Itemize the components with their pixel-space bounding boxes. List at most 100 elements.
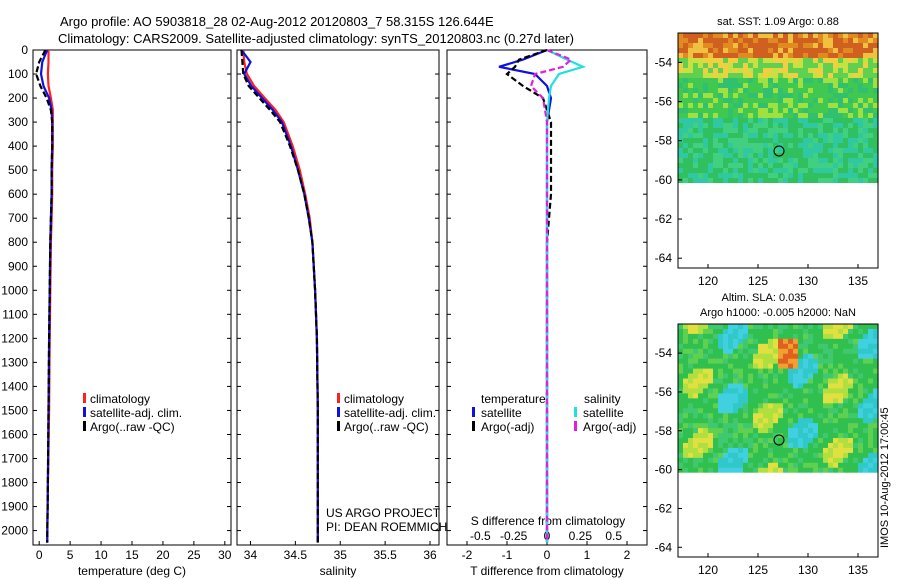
map-cell: [738, 98, 744, 104]
map-cell: [723, 333, 729, 340]
map-cell: [853, 208, 859, 214]
map-cell: [768, 218, 774, 224]
map-cell: [683, 552, 689, 558]
map-cell: [718, 517, 724, 523]
map-cell: [793, 133, 799, 139]
map-cell: [748, 507, 754, 513]
map-cell: [793, 198, 799, 204]
map-cell: [773, 63, 779, 69]
map-cell: [728, 358, 734, 365]
map-cell: [768, 328, 774, 335]
map-cell: [773, 93, 779, 99]
map-cell: [848, 158, 854, 164]
map-cell: [788, 158, 794, 164]
map-cell: [853, 118, 859, 124]
map-cell: [843, 512, 849, 518]
map-cell: [853, 168, 859, 174]
map-cell: [813, 218, 819, 224]
map-cell: [733, 398, 739, 404]
map-cell: [753, 328, 759, 335]
map-cell: [688, 398, 694, 404]
map-cell: [763, 482, 769, 489]
map-cell: [828, 148, 834, 154]
map-cell: [818, 383, 824, 390]
map-cell: [768, 38, 774, 44]
map-cell: [758, 507, 764, 513]
map-cell: [768, 223, 774, 229]
map-cell: [858, 83, 864, 89]
map-cell: [803, 393, 809, 399]
map-cell: [763, 68, 769, 74]
map-cell: [763, 198, 769, 204]
map-cell: [838, 413, 844, 419]
map-cell: [868, 338, 874, 345]
map-cell: [728, 542, 734, 548]
map-cell: [798, 413, 804, 419]
map-cell: [758, 63, 764, 69]
map-cell: [718, 447, 724, 454]
map-cell: [768, 462, 774, 469]
map-cell: [863, 83, 869, 89]
sal-xtick-label: 36: [423, 548, 437, 562]
map-cell: [798, 133, 804, 139]
map-cell: [738, 243, 744, 249]
map-cell: [853, 477, 859, 484]
map-cell: [788, 502, 794, 509]
map-cell: [778, 492, 784, 499]
map-cell: [708, 438, 714, 444]
map-cell: [713, 472, 719, 479]
map-cell: [778, 497, 784, 504]
map-cell: [858, 328, 864, 335]
map-cell: [738, 233, 744, 239]
map-cell: [803, 248, 809, 254]
map-cell: [738, 258, 744, 264]
map-cell: [728, 393, 734, 399]
map-cell: [818, 133, 824, 139]
map-cell: [858, 63, 864, 69]
map-cell: [788, 128, 794, 134]
map-cell: [738, 88, 744, 94]
map-cell: [843, 477, 849, 484]
map-cell: [748, 78, 754, 84]
map-cell: [843, 233, 849, 239]
map-cell: [803, 383, 809, 390]
map-cell: [713, 537, 719, 543]
map-cell: [823, 363, 829, 370]
map-cell: [813, 78, 819, 84]
map-cell: [873, 118, 879, 124]
map-cell: [833, 238, 839, 244]
map-cell: [773, 228, 779, 234]
map-cell: [813, 183, 819, 189]
map-cell: [773, 457, 779, 464]
map-cell: [848, 363, 854, 370]
map-cell: [863, 348, 869, 355]
map-cell: [833, 467, 839, 474]
map-cell: [693, 442, 699, 449]
map-cell: [683, 238, 689, 244]
map-cell: [723, 497, 729, 504]
map-cell: [773, 123, 779, 129]
map-cell: [788, 93, 794, 99]
map-cell: [683, 183, 689, 189]
map-cell: [758, 248, 764, 254]
map-cell: [833, 348, 839, 355]
map-cell: [798, 487, 804, 494]
map-cell: [748, 487, 754, 494]
map-cell: [713, 248, 719, 254]
map-cell: [838, 223, 844, 229]
map-cell: [803, 398, 809, 404]
map-cell: [698, 218, 704, 224]
map-cell: [718, 43, 724, 49]
map-cell: [748, 228, 754, 234]
map-cell: [708, 487, 714, 494]
map-cell: [838, 353, 844, 360]
sla-map-frame: [677, 323, 879, 558]
map-cell: [823, 467, 829, 474]
map-cell: [858, 213, 864, 219]
temp-legend-sat: satellite-adj. clim.: [90, 406, 182, 420]
map-cell: [863, 253, 869, 259]
map-cell: [738, 113, 744, 119]
map-cell: [803, 88, 809, 94]
map-cell: [773, 447, 779, 454]
map-cell: [748, 457, 754, 464]
